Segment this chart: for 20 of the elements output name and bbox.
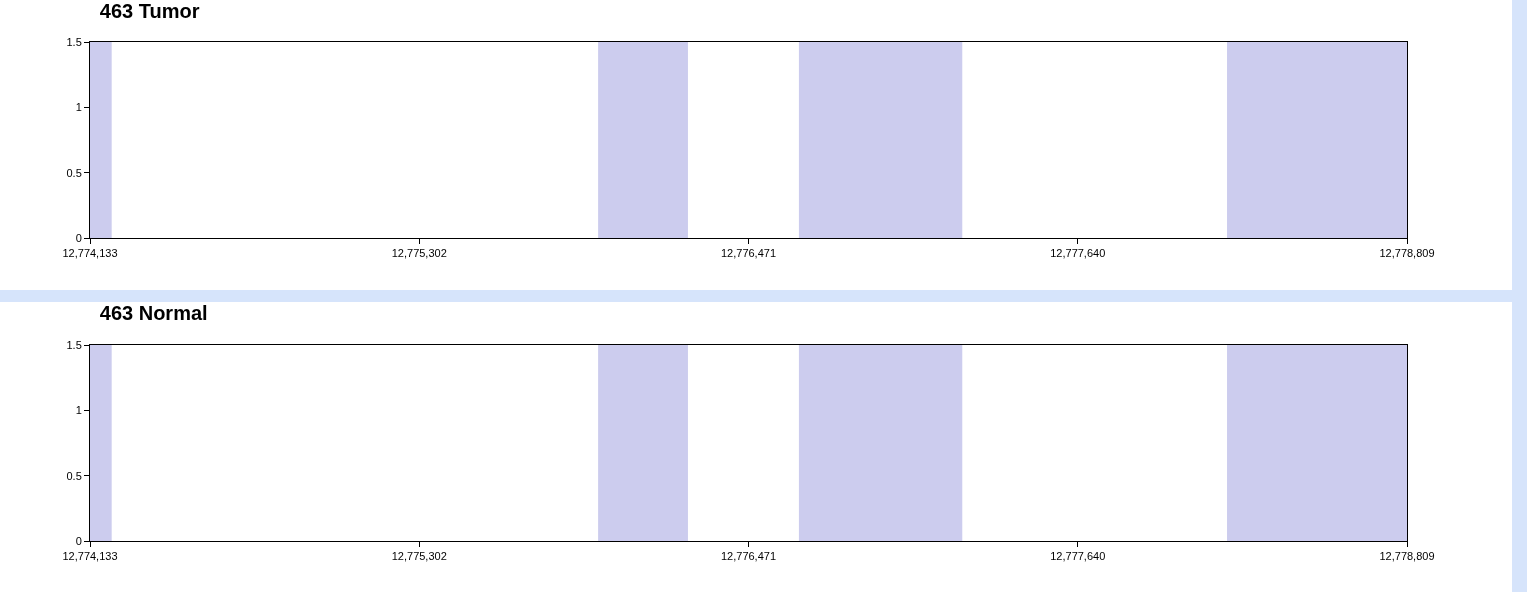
- x-tick-label: 12,776,471: [720, 550, 777, 563]
- x-tick-label: 12,775,302: [391, 247, 447, 260]
- chart-title: 463 Normal: [99, 302, 208, 325]
- y-tick-label: 0.5: [66, 166, 82, 179]
- y-tick-label: 1.5: [66, 338, 82, 351]
- y-tick-label: 1: [75, 404, 82, 417]
- x-tick-label: 12,777,640: [1050, 247, 1106, 260]
- y-tick-label: 1.5: [66, 35, 82, 48]
- y-tick-label: 0.5: [66, 469, 82, 482]
- x-tick-label: 12,777,640: [1050, 550, 1106, 563]
- y-tick-label: 1: [75, 101, 82, 114]
- x-tick-label: 12,775,302: [391, 550, 447, 563]
- chart-title: 463 Tumor: [99, 0, 200, 23]
- x-tick-label: 12,774,133: [62, 247, 118, 260]
- y-tick-label: 0: [75, 231, 82, 244]
- x-tick-label: 12,778,809: [1379, 550, 1435, 563]
- x-tick-label: 12,776,471: [720, 247, 777, 260]
- x-tick-label: 12,778,809: [1379, 247, 1435, 260]
- y-tick-label: 0: [75, 534, 82, 547]
- x-tick-label: 12,774,133: [62, 550, 118, 563]
